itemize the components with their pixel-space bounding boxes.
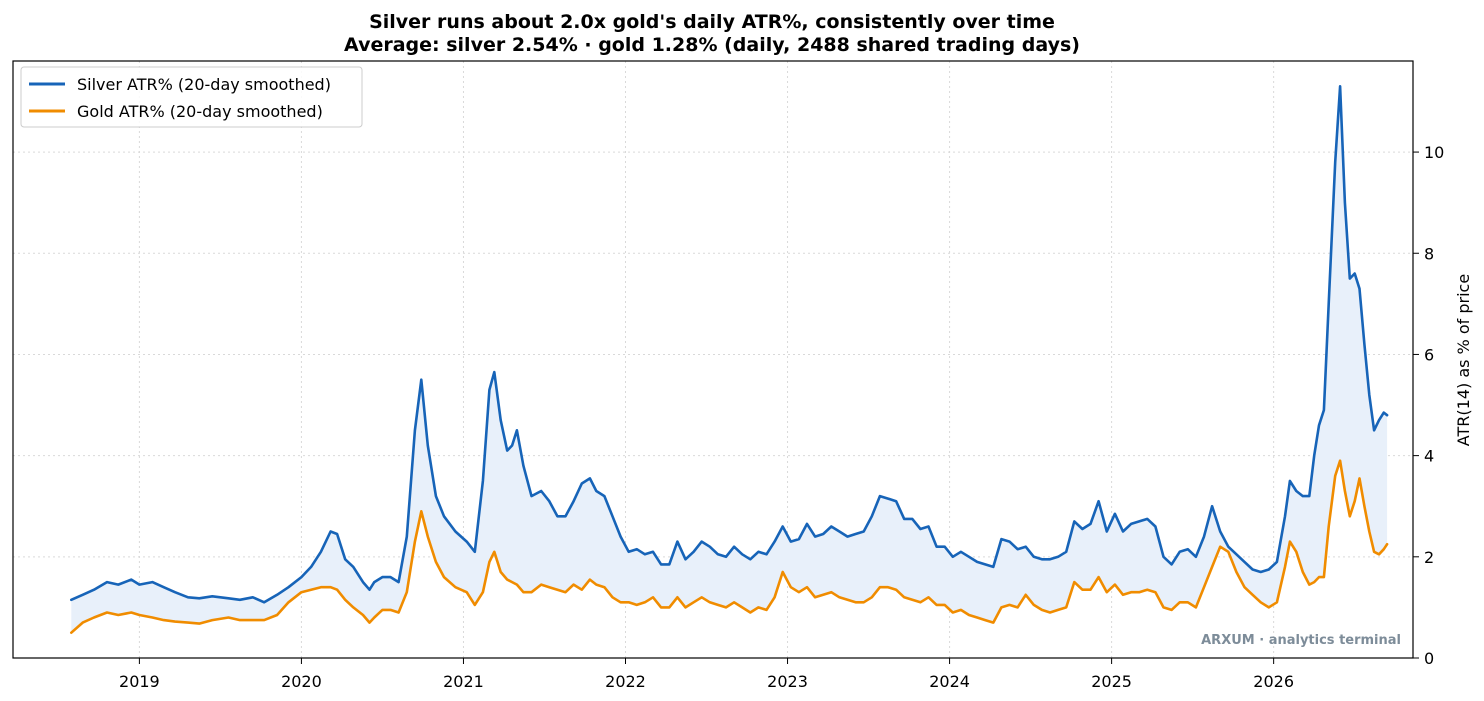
y-tick-label: 4: [1424, 447, 1434, 466]
y-tick-label: 8: [1424, 244, 1434, 263]
series-lines: [70, 85, 1389, 635]
y-tick-label: 2: [1424, 548, 1434, 567]
x-tick-label: 2023: [767, 672, 808, 691]
x-tick-label: 2020: [281, 672, 322, 691]
legend: Silver ATR% (20-day smoothed) Gold ATR% …: [20, 66, 363, 128]
x-axis-ticks: 2019 2020 2021 2022 2023 2024 2025 2026: [119, 658, 1294, 691]
legend-box: [20, 66, 363, 128]
chart-subtitle: Average: silver 2.54% · gold 1.28% (dail…: [344, 34, 1080, 56]
legend-label-gold: Gold ATR% (20-day smoothed): [77, 102, 323, 121]
plot-frame: [12, 60, 1414, 659]
x-tick-label: 2024: [929, 672, 970, 691]
series-line-silver: [70, 85, 1389, 604]
x-tick-label: 2025: [1091, 672, 1132, 691]
legend-label-silver: Silver ATR% (20-day smoothed): [77, 75, 331, 94]
x-tick-label: 2019: [119, 672, 160, 691]
watermark: ARXUM · analytics terminal: [1201, 633, 1401, 648]
chart-title: Silver runs about 2.0x gold's daily ATR%…: [369, 11, 1055, 33]
x-tick-label: 2021: [443, 672, 484, 691]
y-tick-label: 0: [1424, 649, 1434, 668]
x-tick-label: 2022: [605, 672, 646, 691]
y-axis-ticks: 0 2 4 6 8 10: [1413, 143, 1444, 668]
silver-gold-gap-fill: [71, 86, 1388, 633]
y-tick-label: 10: [1424, 143, 1444, 162]
y-tick-label: 6: [1424, 345, 1434, 364]
x-tick-label: 2026: [1253, 672, 1294, 691]
y-axis-label: ATR(14) as % of price: [1454, 274, 1473, 446]
series-line-gold: [70, 459, 1389, 635]
